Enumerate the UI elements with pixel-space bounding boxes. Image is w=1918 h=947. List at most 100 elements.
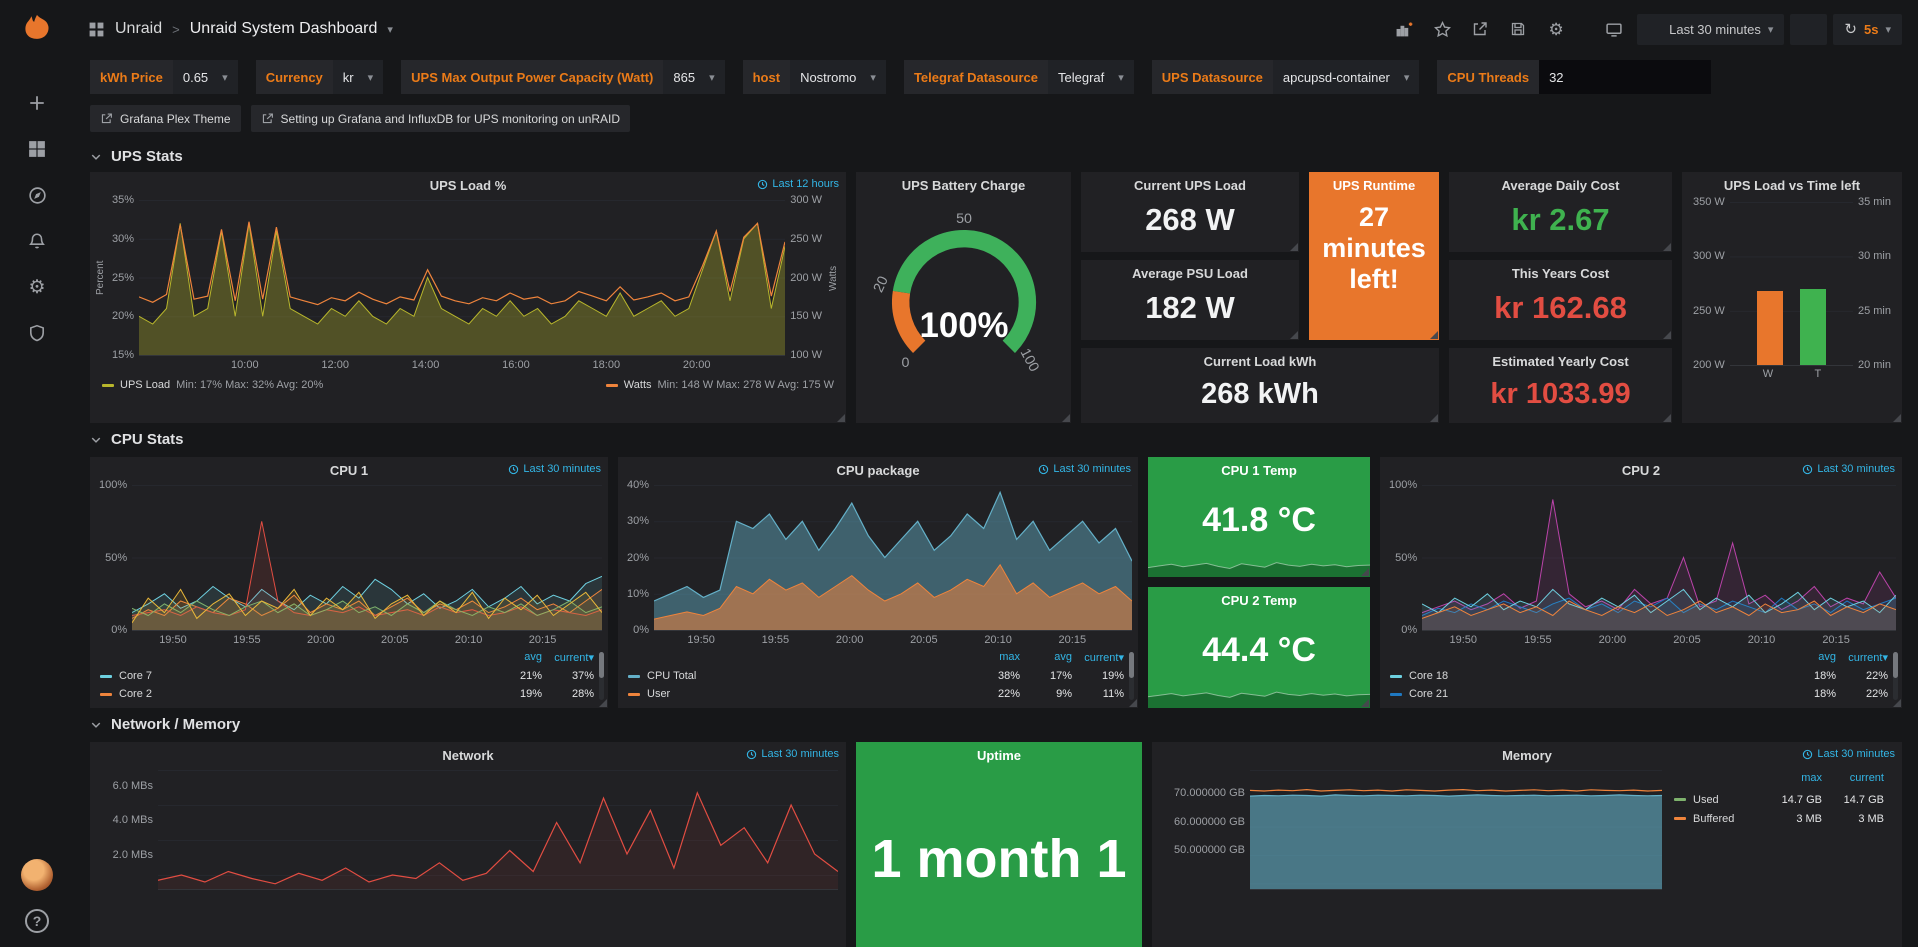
panel-resize-handle[interactable] — [1129, 699, 1137, 707]
section-ups-stats[interactable]: UPS Stats — [74, 140, 1918, 172]
bar-time-left[interactable] — [1800, 288, 1827, 365]
page-title[interactable]: Unraid System Dashboard — [189, 20, 378, 37]
legend-series-name[interactable]: Watts — [623, 379, 652, 391]
add-panel-button[interactable] — [1387, 14, 1421, 44]
zoom-out-button[interactable] — [1790, 13, 1828, 45]
panel-title[interactable]: Memory — [1502, 747, 1552, 763]
panel-resize-handle[interactable] — [1290, 243, 1298, 251]
legend-scrollbar[interactable] — [1129, 652, 1134, 700]
time-range-picker[interactable]: Last 30 minutes ▾ — [1637, 13, 1785, 45]
cycle-view-tv-icon[interactable] — [1597, 14, 1631, 44]
stat-value: 268 kWh — [1201, 377, 1319, 410]
legend-series-name[interactable]: CPU Total — [647, 670, 697, 682]
legend-series-name[interactable]: UPS Load — [120, 379, 171, 391]
panel-resize-handle[interactable] — [1361, 568, 1369, 576]
panel-resize-handle[interactable] — [599, 699, 607, 707]
panel-resize-handle[interactable] — [1893, 699, 1901, 707]
y-axis-ticks: 70.000000 GB 60.000000 GB 50.000000 GB — [1174, 786, 1245, 857]
variable-currency[interactable]: Currency kr ▾ — [255, 60, 384, 94]
legend-series-name[interactable]: Buffered — [1693, 812, 1735, 825]
section-cpu-stats[interactable]: CPU Stats — [74, 423, 1918, 455]
legend-scrollbar[interactable] — [599, 652, 604, 700]
legend-col-header-sorted[interactable]: current▾ — [554, 652, 594, 664]
save-button[interactable] — [1501, 14, 1535, 44]
legend-scrollbar[interactable] — [1893, 652, 1898, 700]
panel-title[interactable]: Uptime — [976, 747, 1022, 763]
link-ups-monitoring-guide[interactable]: Setting up Grafana and InfluxDB for UPS … — [250, 105, 631, 132]
network-chart[interactable] — [158, 770, 838, 890]
panel-title[interactable]: Network — [442, 747, 494, 763]
panel-title[interactable]: Current UPS Load — [1134, 177, 1246, 193]
legend-col-header-sorted[interactable]: current▾ — [1084, 652, 1124, 664]
panel-resize-handle[interactable] — [1430, 414, 1438, 422]
cpu-threads-input[interactable] — [1539, 60, 1712, 94]
legend-col-header[interactable]: max — [1801, 772, 1822, 784]
legend-col-header-sorted[interactable]: current▾ — [1848, 652, 1888, 664]
panel-title[interactable]: CPU package — [836, 462, 920, 478]
refresh-button[interactable]: ↻ 5s ▾ — [1833, 13, 1902, 45]
variable-kwh-price[interactable]: kWh Price 0.65 ▾ — [90, 60, 238, 94]
variable-ups-max-power[interactable]: UPS Max Output Power Capacity (Watt) 865… — [401, 60, 725, 94]
user-avatar[interactable] — [21, 859, 53, 891]
ups-load-chart[interactable] — [139, 200, 786, 356]
panel-title[interactable]: UPS Load % — [429, 177, 507, 193]
legend-col-header[interactable]: avg — [1818, 651, 1836, 663]
alerting-bell-icon[interactable] — [17, 218, 57, 264]
legend-series-name[interactable]: Core 21 — [1409, 688, 1449, 700]
breadcrumb-app[interactable]: Unraid — [115, 20, 163, 37]
panel-resize-handle[interactable] — [1290, 331, 1298, 339]
panel-title[interactable]: Average Daily Cost — [1501, 177, 1620, 193]
legend-series-name[interactable]: Used — [1693, 793, 1719, 806]
cpu2-chart[interactable] — [1422, 485, 1896, 631]
settings-gear-icon[interactable]: ⚙ — [1548, 19, 1564, 39]
panel-resize-handle[interactable] — [1361, 699, 1369, 707]
share-button[interactable] — [1463, 14, 1497, 44]
memory-chart[interactable] — [1250, 770, 1662, 890]
star-button[interactable] — [1425, 14, 1459, 44]
legend-col-header[interactable]: max — [999, 651, 1020, 663]
panel-title[interactable]: CPU 2 Temp — [1221, 592, 1297, 608]
add-icon[interactable] — [17, 80, 57, 126]
panel-resize-handle[interactable] — [837, 414, 845, 422]
panel-title[interactable]: This Years Cost — [1511, 265, 1610, 281]
configuration-gear-icon[interactable]: ⚙ — [28, 276, 46, 298]
panel-resize-handle[interactable] — [1062, 414, 1070, 422]
legend-series-name[interactable]: Core 7 — [119, 670, 153, 682]
panel-title[interactable]: UPS Battery Charge — [901, 177, 1026, 193]
variable-ups-datasource[interactable]: UPS Datasource apcupsd-container ▾ — [1151, 60, 1420, 94]
panel-resize-handle[interactable] — [1430, 331, 1438, 339]
cpu-package-chart[interactable] — [654, 485, 1132, 631]
variable-telegraf-datasource[interactable]: Telegraf Datasource Telegraf ▾ — [903, 60, 1134, 94]
panel-resize-handle[interactable] — [1893, 414, 1901, 422]
legend-col-header[interactable]: avg — [1054, 651, 1072, 663]
legend-series-name[interactable]: User — [647, 688, 671, 700]
cpu1-chart[interactable] — [132, 485, 602, 631]
legend-col-header[interactable]: avg — [524, 651, 542, 663]
panel-title[interactable]: CPU 1 — [329, 462, 369, 478]
shield-icon[interactable] — [17, 310, 57, 356]
explore-icon[interactable] — [17, 172, 57, 218]
grafana-logo-icon[interactable] — [20, 12, 54, 46]
panel-title[interactable]: Current Load kWh — [1203, 353, 1317, 369]
zoom-out-icon — [1801, 22, 1816, 37]
panel-resize-handle[interactable] — [1663, 414, 1671, 422]
legend-series-name[interactable]: Core 18 — [1409, 670, 1449, 682]
link-grafana-plex-theme[interactable]: Grafana Plex Theme — [90, 105, 241, 132]
help-icon[interactable]: ? — [25, 909, 49, 933]
legend-series-name[interactable]: Core 2 — [119, 688, 153, 700]
panel-title[interactable]: UPS Runtime — [1332, 177, 1416, 193]
panel-title[interactable]: Average PSU Load — [1132, 265, 1248, 281]
panel-title[interactable]: Estimated Yearly Cost — [1492, 353, 1629, 369]
panel-title[interactable]: CPU 1 Temp — [1221, 462, 1297, 478]
dashboard-caret-icon[interactable]: ▾ — [387, 23, 393, 36]
section-network-memory[interactable]: Network / Memory — [74, 708, 1918, 740]
bar-watts[interactable] — [1756, 291, 1783, 365]
panel-resize-handle[interactable] — [1663, 243, 1671, 251]
panel-resize-handle[interactable] — [1663, 331, 1671, 339]
dashboards-icon[interactable] — [17, 126, 57, 172]
panel-title[interactable]: UPS Load vs Time left — [1723, 177, 1861, 193]
panel-title[interactable]: CPU 2 — [1621, 462, 1661, 478]
legend-col-header[interactable]: current — [1849, 772, 1884, 784]
variable-host[interactable]: host Nostromo ▾ — [742, 60, 886, 94]
